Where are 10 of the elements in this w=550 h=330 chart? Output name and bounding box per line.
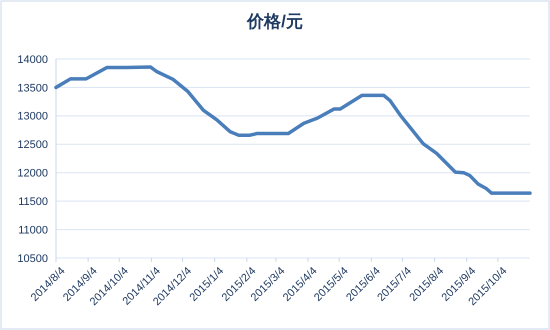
y-tick-label: 11000 (18, 224, 48, 236)
y-tick-label: 14000 (17, 54, 48, 66)
y-tick-label: 10500 (17, 252, 48, 265)
chart-title: 价格/元 (246, 12, 303, 31)
line-series (54, 65, 532, 195)
y-tick-label: 12000 (17, 168, 48, 180)
y-tick-label: 11500 (18, 196, 48, 208)
y-tick-label: 13000 (17, 110, 48, 123)
y-tick-label: 12500 (17, 139, 48, 152)
y-tick-label: 13500 (17, 82, 48, 94)
